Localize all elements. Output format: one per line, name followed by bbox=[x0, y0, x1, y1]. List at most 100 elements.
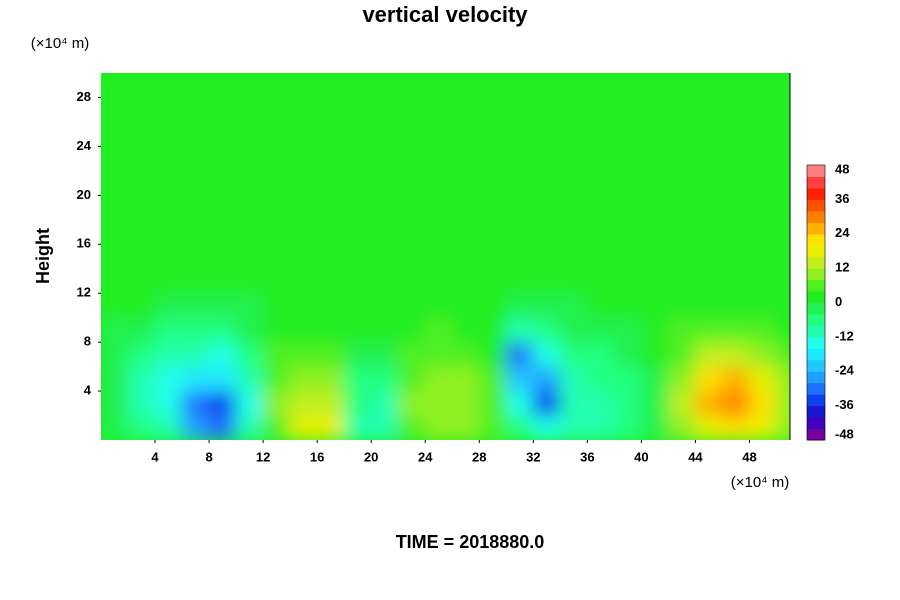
field-cell bbox=[101, 366, 129, 392]
field-cell bbox=[316, 96, 345, 123]
field-cell bbox=[640, 170, 669, 196]
colorbar-tick-label: -36 bbox=[835, 397, 854, 412]
field-cell bbox=[154, 415, 183, 440]
field-cell bbox=[154, 170, 183, 196]
field-cell bbox=[694, 219, 723, 245]
field-cell bbox=[640, 243, 669, 270]
field-cell bbox=[721, 219, 750, 245]
field-cell bbox=[424, 73, 453, 98]
y-tick-label: 8 bbox=[84, 334, 91, 349]
field-cell bbox=[343, 73, 372, 98]
field-cell bbox=[208, 96, 237, 123]
field-cell bbox=[586, 268, 615, 294]
field-cell bbox=[721, 415, 750, 440]
field-cell bbox=[370, 121, 399, 147]
field-cell bbox=[262, 390, 291, 417]
x-tick-label: 48 bbox=[742, 449, 756, 464]
field-cell bbox=[613, 96, 642, 123]
field-cell bbox=[370, 341, 399, 368]
field-cell bbox=[262, 415, 291, 440]
field-cell bbox=[451, 73, 480, 98]
field-cell bbox=[775, 73, 790, 98]
field-cell bbox=[640, 121, 669, 147]
field-cell bbox=[343, 96, 372, 123]
field-cell bbox=[101, 341, 129, 368]
colorbar-tick-label: -48 bbox=[835, 426, 854, 441]
field-cell bbox=[694, 366, 723, 392]
field-cell bbox=[370, 170, 399, 196]
field-cell bbox=[370, 194, 399, 221]
field-cell bbox=[289, 268, 318, 294]
field-cell bbox=[748, 268, 777, 294]
field-cell bbox=[559, 317, 588, 343]
field-cell bbox=[424, 317, 453, 343]
field-cell bbox=[748, 243, 777, 270]
field-cell bbox=[235, 96, 264, 123]
colorbar-band bbox=[807, 302, 825, 315]
field-cell bbox=[667, 121, 696, 147]
field-cell bbox=[343, 145, 372, 172]
field-cell bbox=[235, 243, 264, 270]
field-cell bbox=[748, 219, 777, 245]
colorbar-tick-label: 0 bbox=[835, 294, 842, 309]
field-cell bbox=[127, 121, 156, 147]
field-cell bbox=[559, 219, 588, 245]
field-cell bbox=[154, 243, 183, 270]
field-cell bbox=[289, 292, 318, 319]
field-cell bbox=[667, 366, 696, 392]
field-cell bbox=[667, 73, 696, 98]
field-cell bbox=[397, 390, 426, 417]
field-cell bbox=[154, 73, 183, 98]
colorbar-band bbox=[807, 222, 825, 235]
field-cell bbox=[694, 145, 723, 172]
y-tick-label: 24 bbox=[77, 138, 92, 153]
field-cell bbox=[343, 121, 372, 147]
field-cell bbox=[262, 145, 291, 172]
y-tick-label: 28 bbox=[77, 89, 91, 104]
field-cell bbox=[505, 366, 534, 392]
field-cell bbox=[451, 268, 480, 294]
field-cell bbox=[451, 170, 480, 196]
field-cell bbox=[667, 292, 696, 319]
field-cell bbox=[775, 145, 790, 172]
field-cell bbox=[559, 292, 588, 319]
colorbar-tick-label: 24 bbox=[835, 225, 850, 240]
field-cell bbox=[559, 390, 588, 417]
y-tick-label: 16 bbox=[77, 236, 91, 251]
field-cell bbox=[397, 341, 426, 368]
field-cell bbox=[181, 292, 210, 319]
field-cell bbox=[208, 219, 237, 245]
field-cell bbox=[478, 73, 507, 98]
colorbar-band bbox=[807, 336, 825, 349]
field-cell bbox=[101, 170, 129, 196]
field-cell bbox=[721, 366, 750, 392]
field-cell bbox=[316, 292, 345, 319]
field-cell bbox=[101, 243, 129, 270]
field-cell bbox=[505, 341, 534, 368]
field-cell bbox=[532, 341, 561, 368]
colorbar-band bbox=[807, 291, 825, 303]
field-cell bbox=[208, 317, 237, 343]
field-cell bbox=[667, 170, 696, 196]
field-cell bbox=[505, 292, 534, 319]
field-cell bbox=[640, 96, 669, 123]
y-axis-label: Height bbox=[33, 228, 53, 284]
field-cell bbox=[208, 292, 237, 319]
x-tick-label: 44 bbox=[688, 449, 703, 464]
field-cell bbox=[289, 96, 318, 123]
field-cell bbox=[154, 96, 183, 123]
field-cell bbox=[235, 121, 264, 147]
field-cell bbox=[316, 366, 345, 392]
field-cell bbox=[208, 390, 237, 417]
y-unit: (×10⁴ m) bbox=[31, 35, 90, 52]
field-cell bbox=[235, 317, 264, 343]
field-cell bbox=[721, 145, 750, 172]
field-cell bbox=[775, 194, 790, 221]
field-cell bbox=[262, 170, 291, 196]
field-cell bbox=[208, 194, 237, 221]
field-cell bbox=[640, 292, 669, 319]
x-tick-label: 36 bbox=[580, 449, 594, 464]
field-cell bbox=[694, 268, 723, 294]
field-cell bbox=[235, 366, 264, 392]
field-cell bbox=[316, 219, 345, 245]
